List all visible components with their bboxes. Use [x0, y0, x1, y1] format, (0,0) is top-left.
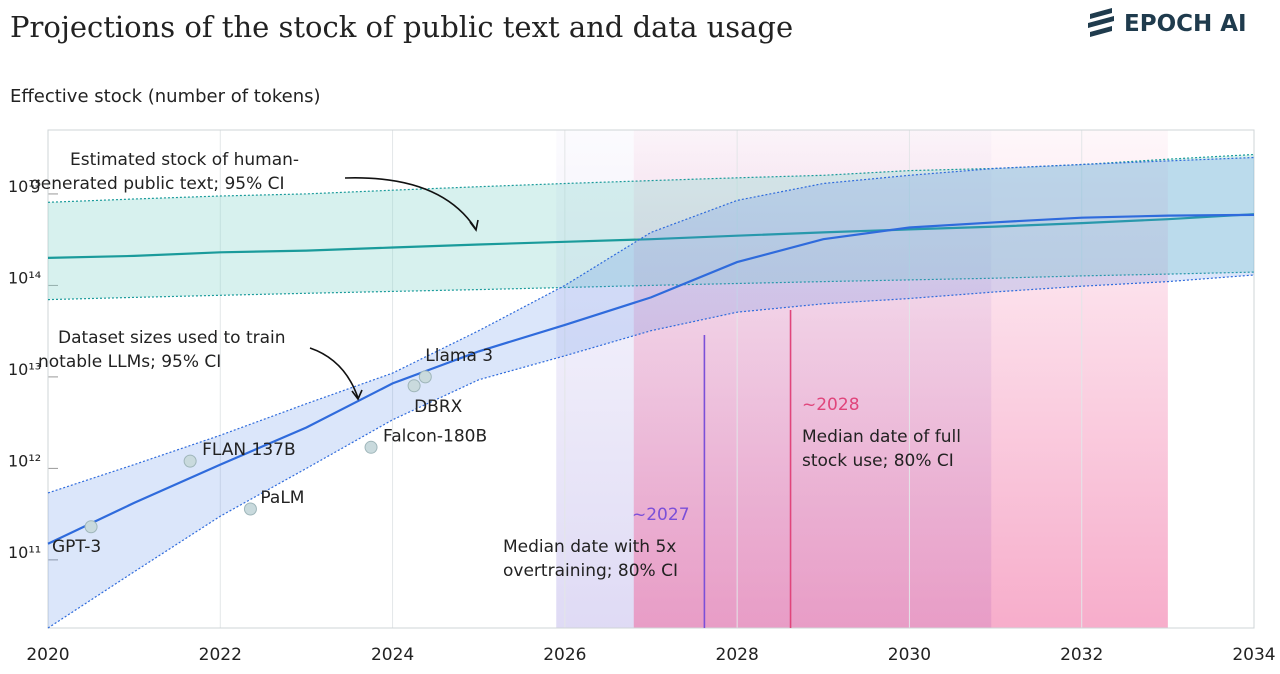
range-text: overtraining; 80% CI [503, 561, 678, 581]
y-tick-label: 10¹¹ [8, 543, 41, 562]
ci-range [633, 130, 1168, 628]
line [47, 213, 1255, 259]
model-label: DBRX [414, 397, 463, 417]
arrow [344, 177, 476, 229]
median-label: ~2028 [802, 395, 860, 415]
model-point [407, 379, 421, 393]
model-point [364, 440, 378, 454]
annotation: Dataset sizes used to train [58, 328, 286, 348]
x-tick-label: 2032 [1060, 645, 1103, 665]
model-label: GPT-3 [52, 537, 101, 557]
x-tick-label: 2028 [716, 645, 759, 665]
model-point [183, 454, 197, 468]
model-label: Falcon-180B [383, 426, 487, 446]
annotation: Estimated stock of human- [70, 150, 299, 170]
model-point [418, 370, 432, 384]
annotation: notable LLMs; 95% CI [38, 352, 221, 372]
x-tick-label: 2022 [199, 645, 242, 665]
ci-band [48, 157, 1254, 628]
x-tick-label: 2030 [888, 645, 931, 665]
range-text: Median date of full [802, 427, 961, 447]
arrow [309, 347, 359, 399]
model-point [243, 502, 257, 516]
ci-lower [47, 274, 1255, 629]
y-axis-label: Effective stock (number of tokens) [10, 86, 321, 107]
ci-band [48, 154, 1254, 300]
y-tick-label: 10¹⁴ [8, 268, 41, 287]
plot-frame [47, 129, 1255, 629]
model-label: PaLM [260, 488, 304, 508]
brand-logo [1088, 8, 1114, 37]
line [47, 213, 1255, 545]
ci-upper [47, 156, 1255, 494]
chart-title: Projections of the stock of public text … [10, 10, 793, 44]
ci-lower [47, 271, 1255, 301]
x-tick-label: 2026 [543, 645, 586, 665]
model-point [84, 520, 98, 534]
y-tick-label: 10¹³ [8, 360, 41, 379]
model-label: FLAN 137B [202, 440, 296, 460]
range-text: Median date with 5x [503, 537, 676, 557]
arrow-head [469, 219, 479, 232]
arrow-head [351, 389, 363, 401]
range-text: stock use; 80% CI [802, 451, 954, 471]
x-tick-label: 2020 [26, 645, 69, 665]
x-tick-label: 2034 [1232, 645, 1275, 665]
annotation: generated public text; 95% CI [30, 174, 285, 194]
x-tick-label: 2024 [371, 645, 414, 665]
median-label: ~2027 [632, 505, 690, 525]
y-tick-label: 10¹⁵ [8, 177, 41, 196]
y-tick-label: 10¹² [8, 451, 41, 470]
brand: EPOCH AI [1124, 11, 1247, 37]
model-label: Llama 3 [425, 346, 493, 366]
